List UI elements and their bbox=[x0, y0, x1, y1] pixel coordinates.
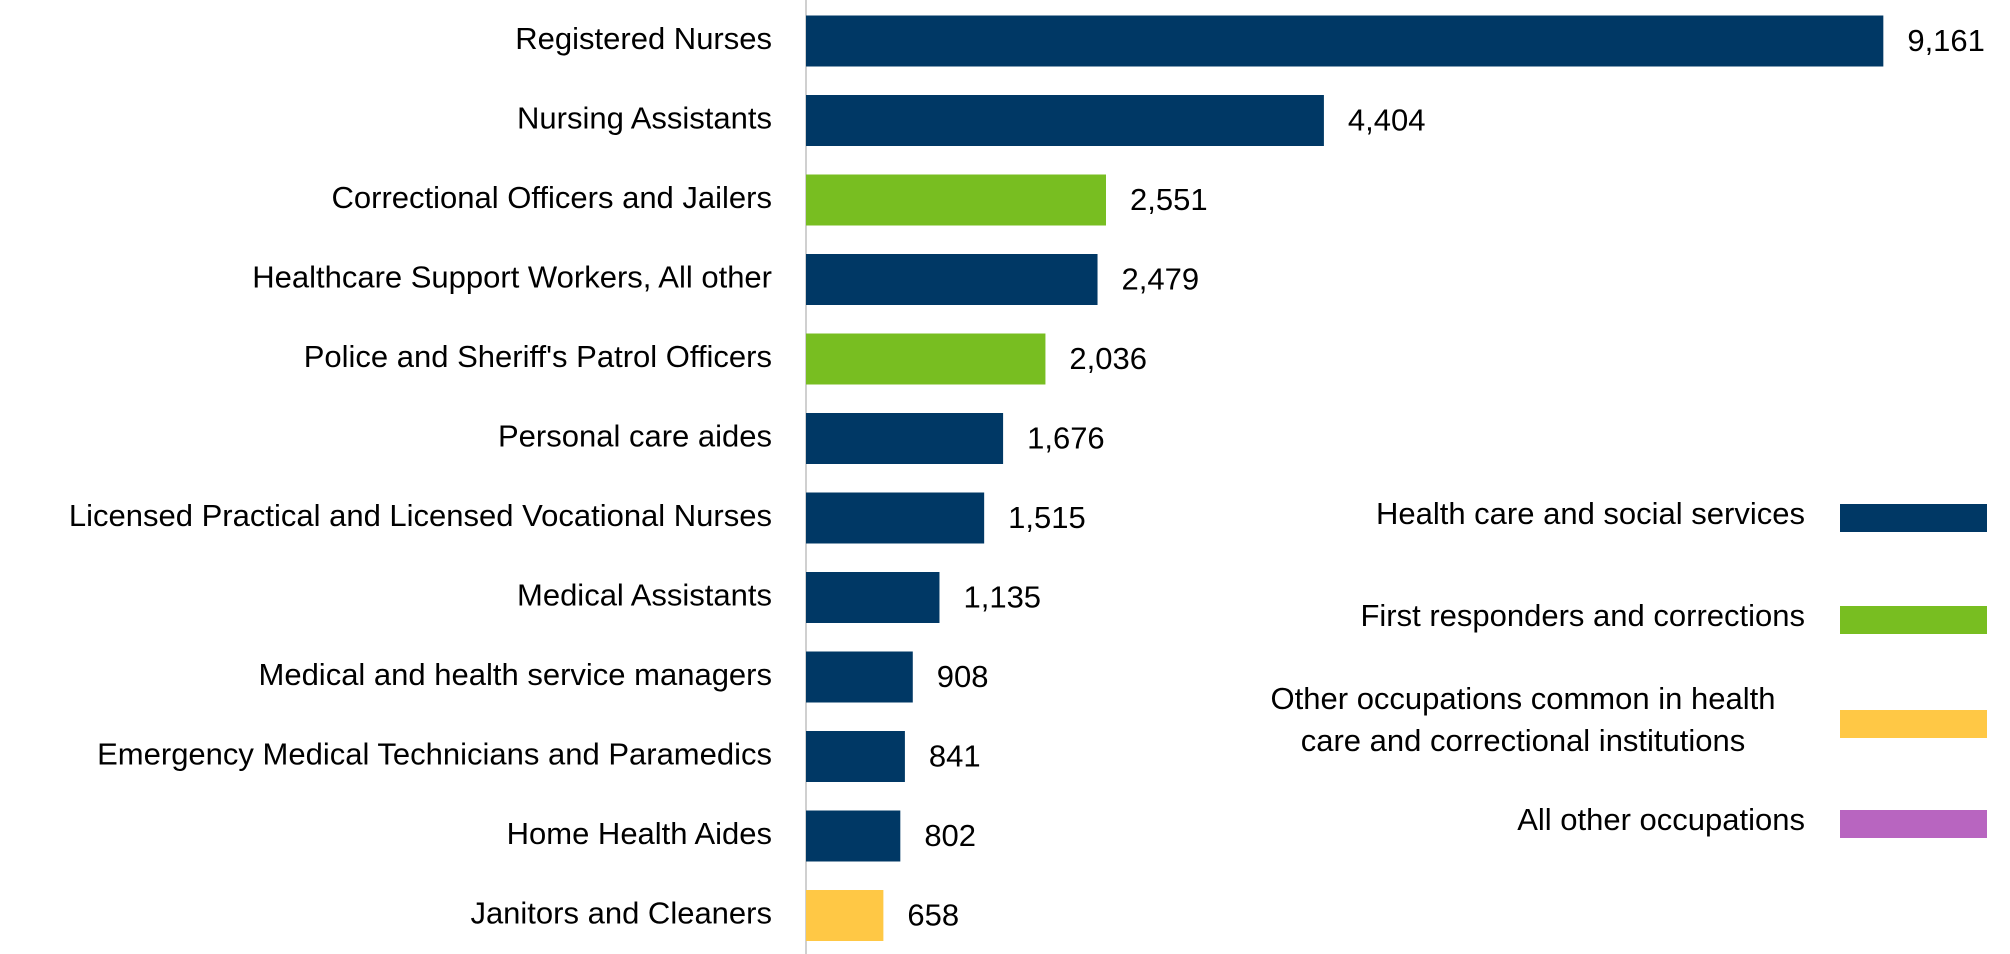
value-label: 4,404 bbox=[1348, 103, 1426, 138]
category-label: Medical and health service managers bbox=[259, 657, 773, 692]
category-label: Police and Sheriff's Patrol Officers bbox=[304, 339, 772, 374]
value-label: 1,676 bbox=[1027, 421, 1105, 456]
bar bbox=[806, 492, 985, 544]
category-label: Registered Nurses bbox=[515, 21, 772, 56]
category-label: Healthcare Support Workers, All other bbox=[252, 260, 772, 295]
legend-label: care and correctional institutions bbox=[1301, 723, 1746, 758]
category-label: Medical Assistants bbox=[517, 578, 772, 613]
category-label: Licensed Practical and Licensed Vocation… bbox=[69, 498, 772, 533]
bar bbox=[806, 572, 940, 623]
value-label: 908 bbox=[937, 659, 989, 694]
value-label: 2,551 bbox=[1130, 182, 1208, 217]
bar bbox=[806, 651, 913, 703]
value-label: 1,515 bbox=[1008, 500, 1086, 535]
legend-label: All other occupations bbox=[1517, 802, 1805, 837]
bar bbox=[806, 890, 884, 941]
bar bbox=[806, 810, 901, 862]
legend-swatch bbox=[1840, 810, 1987, 838]
category-label: Correctional Officers and Jailers bbox=[332, 180, 773, 215]
value-label: 658 bbox=[907, 898, 959, 933]
legend-swatch bbox=[1840, 710, 1987, 738]
value-label: 9,161 bbox=[1907, 23, 1985, 58]
value-label: 2,479 bbox=[1122, 262, 1200, 297]
legend-label: First responders and corrections bbox=[1360, 598, 1805, 633]
legend-label: Other occupations common in health bbox=[1271, 681, 1776, 716]
value-label: 1,135 bbox=[963, 580, 1041, 615]
value-label: 802 bbox=[924, 818, 976, 853]
legend-swatch bbox=[1840, 606, 1987, 634]
bar bbox=[806, 413, 1004, 464]
category-label: Janitors and Cleaners bbox=[470, 896, 772, 931]
bar bbox=[806, 15, 1884, 67]
bar bbox=[806, 95, 1324, 146]
category-label: Nursing Assistants bbox=[517, 101, 772, 136]
bar bbox=[806, 333, 1046, 385]
category-label: Home Health Aides bbox=[507, 816, 772, 851]
bar bbox=[806, 254, 1098, 305]
value-label: 841 bbox=[929, 739, 981, 774]
bar bbox=[806, 174, 1106, 226]
bar bbox=[806, 731, 905, 782]
value-label: 2,036 bbox=[1069, 341, 1147, 376]
category-label: Personal care aides bbox=[498, 419, 772, 454]
legend-label: Health care and social services bbox=[1376, 496, 1805, 531]
category-label: Emergency Medical Technicians and Parame… bbox=[97, 737, 772, 772]
legend-swatch bbox=[1840, 504, 1987, 532]
